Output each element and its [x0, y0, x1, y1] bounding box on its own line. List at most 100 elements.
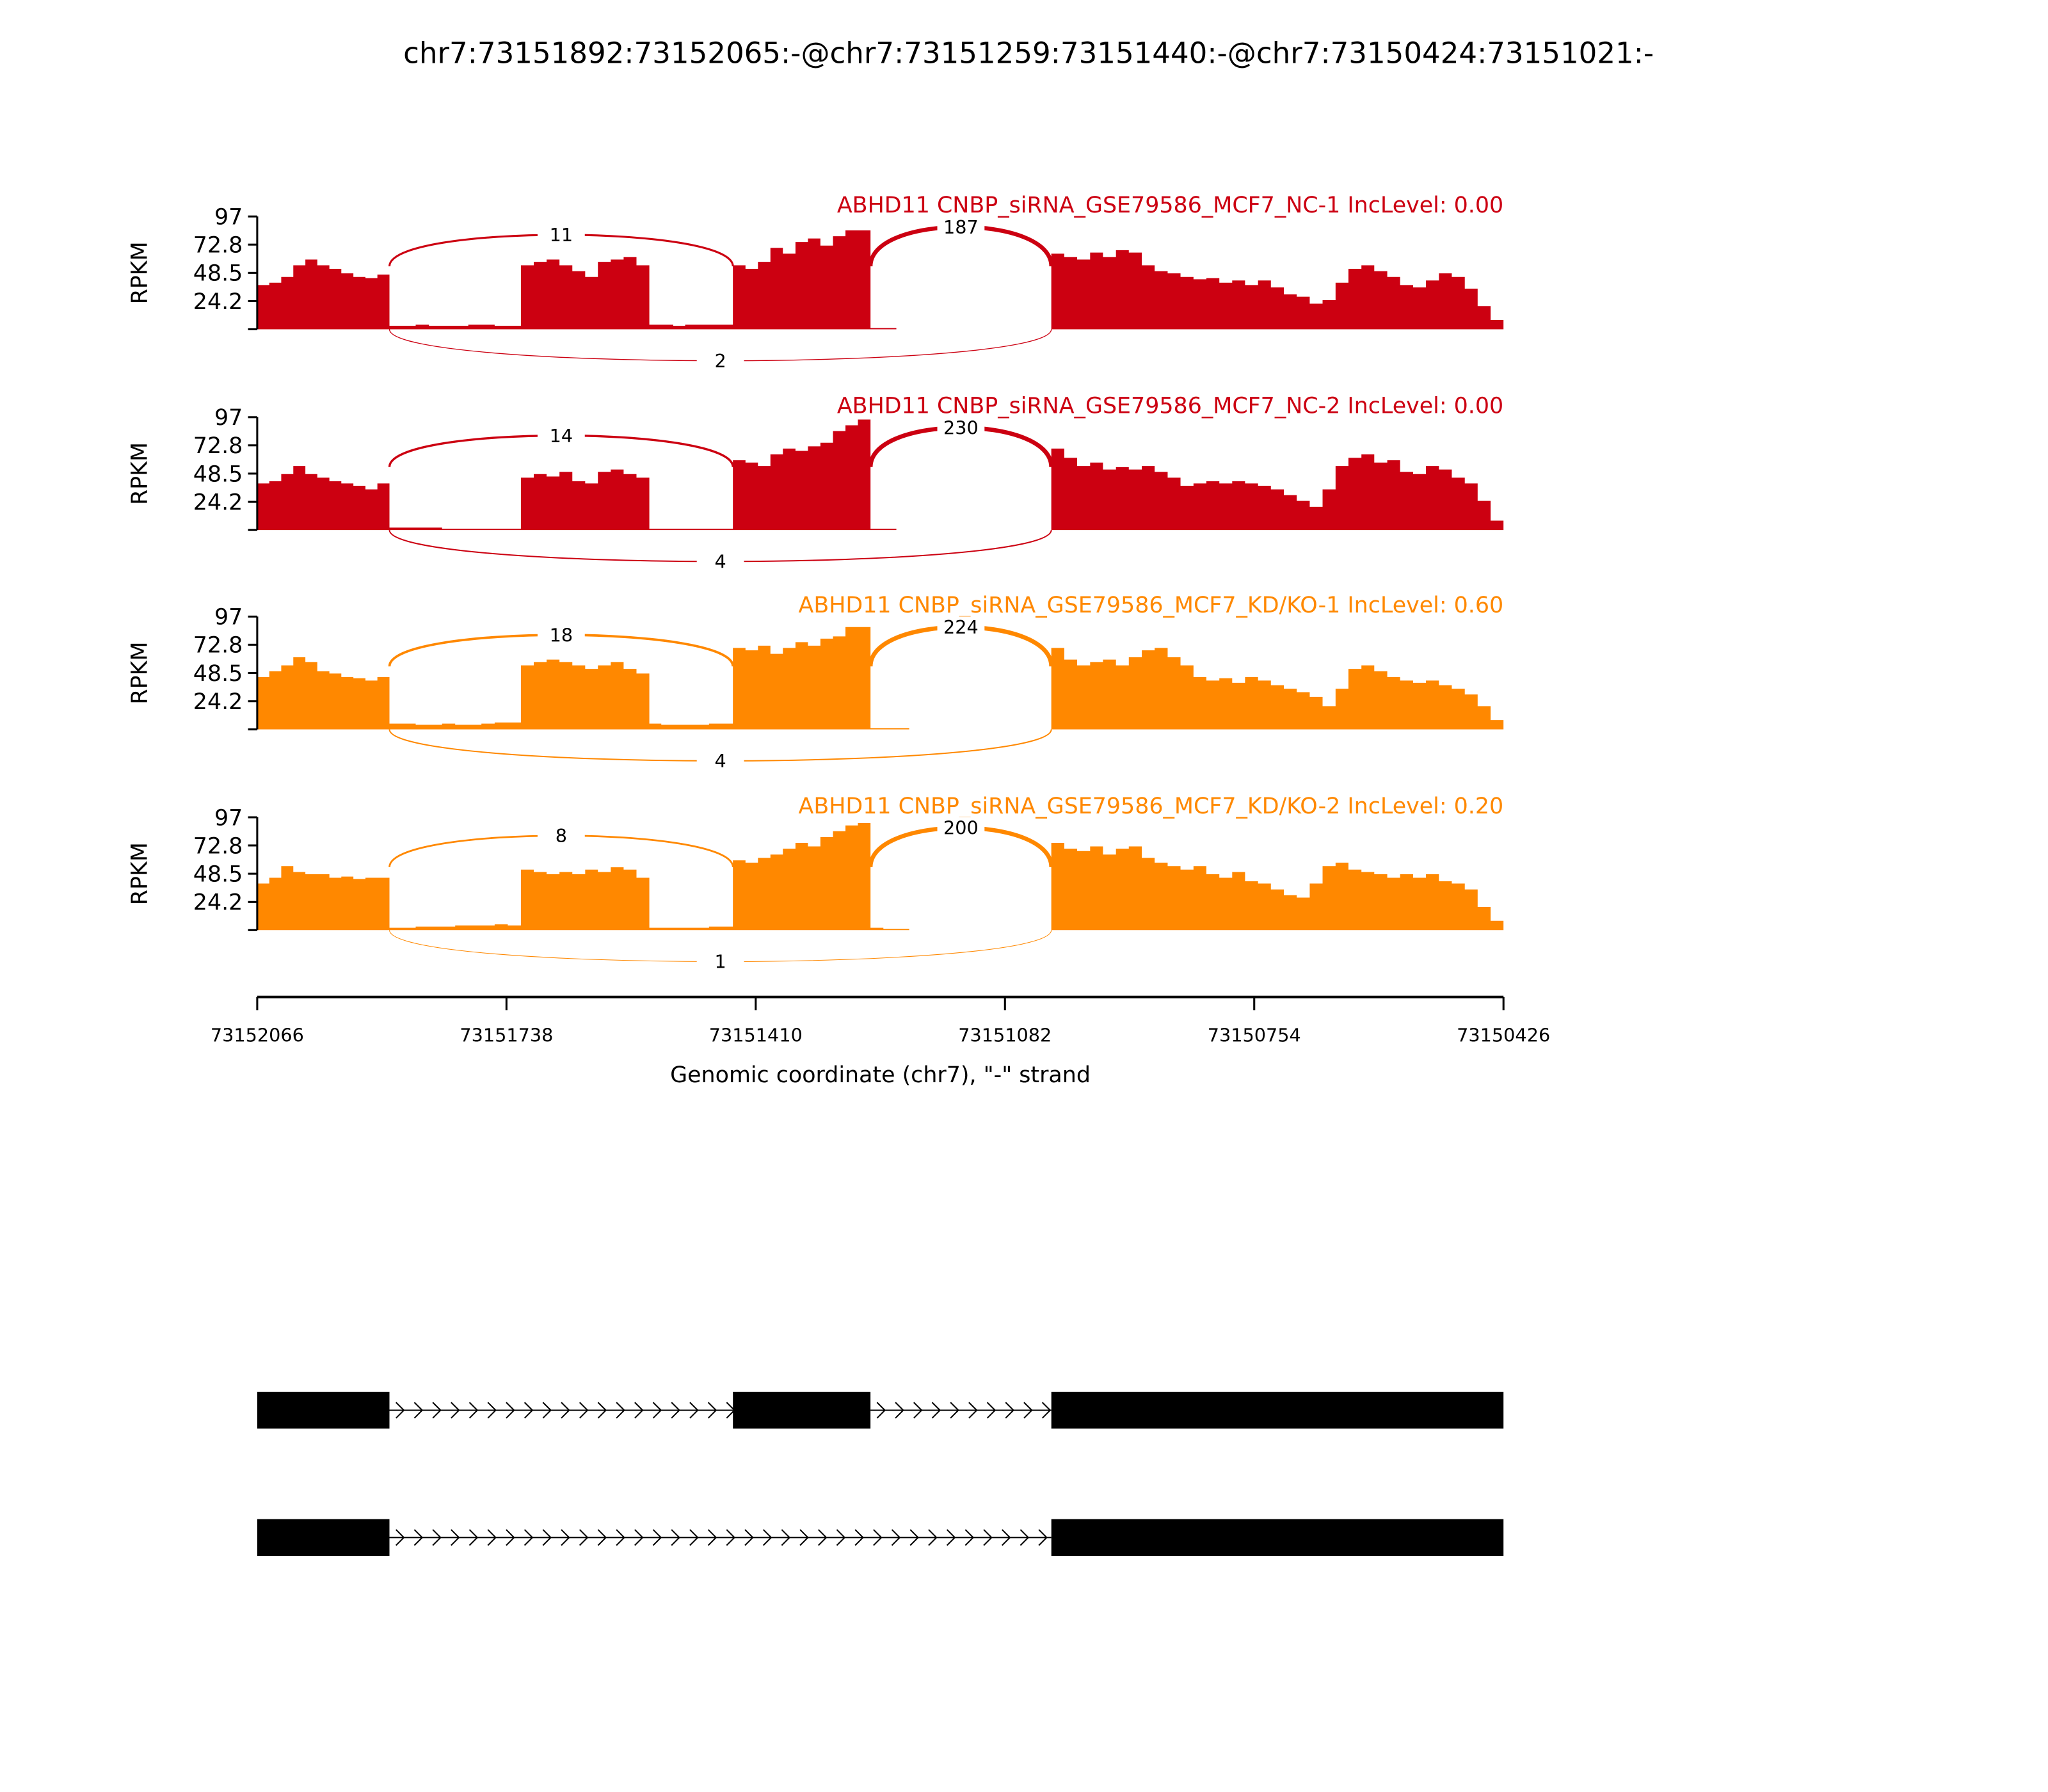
exon-block	[257, 1391, 390, 1429]
coverage-area	[257, 823, 1504, 931]
strand-arrow-icon	[913, 1402, 923, 1419]
strand-arrow-icon	[597, 1402, 607, 1419]
y-tick-label: 48.5	[193, 261, 243, 287]
gene-models	[257, 1391, 1504, 1556]
junction-label-bg	[937, 616, 985, 638]
strand-arrow-icon	[1038, 1529, 1048, 1546]
strand-arrow-icon	[1041, 1402, 1052, 1419]
track-title: ABHD11 CNBP_siRNA_GSE79586_MCF7_NC-2 Inc…	[837, 394, 1503, 419]
strand-arrow-icon	[634, 1529, 644, 1546]
strand-arrow-icon	[616, 1402, 625, 1419]
junction-label-bg	[696, 750, 744, 772]
strand-arrow-icon	[396, 1529, 405, 1546]
junction-label-bg	[937, 216, 985, 238]
y-tick-label: 24.2	[193, 689, 243, 715]
x-tick-label: 73150426	[1457, 1025, 1550, 1046]
strand-arrow-icon	[950, 1402, 959, 1419]
strand-arrow-icon	[561, 1402, 570, 1419]
strand-arrow-icon	[542, 1529, 552, 1546]
x-tick-label: 73152066	[211, 1025, 304, 1046]
junction-label-bg	[937, 417, 985, 438]
exon-block	[1051, 1519, 1504, 1556]
strand-arrow-icon	[652, 1529, 662, 1546]
track-title: ABHD11 CNBP_siRNA_GSE79586_MCF7_KD/KO-1 …	[799, 593, 1504, 618]
strand-arrow-icon	[542, 1402, 552, 1419]
strand-arrow-icon	[487, 1402, 497, 1419]
strand-arrow-icon	[396, 1402, 405, 1419]
coverage-area	[257, 419, 1504, 531]
y-tick-label: 97	[214, 205, 243, 230]
strand-arrow-icon	[506, 1402, 515, 1419]
strand-arrow-icon	[671, 1402, 680, 1419]
strand-arrow-icon	[579, 1529, 589, 1546]
strand-arrow-icon	[1002, 1529, 1011, 1546]
track-title: ABHD11 CNBP_siRNA_GSE79586_MCF7_KD/KO-2 …	[799, 794, 1504, 819]
y-tick-label: 97	[214, 805, 243, 831]
strand-arrow-icon	[968, 1402, 978, 1419]
junction-label-bg	[537, 624, 585, 646]
y-tick-label: 24.2	[193, 490, 243, 515]
x-axis-label: Genomic coordinate (chr7), "-" strand	[670, 1062, 1091, 1088]
strand-arrow-icon	[634, 1402, 644, 1419]
strand-arrow-icon	[895, 1402, 904, 1419]
chart-title: chr7:73151892:73152065:-@chr7:73151259:7…	[403, 36, 1654, 70]
y-tick-label: 72.8	[193, 633, 243, 659]
strand-arrow-icon	[836, 1529, 846, 1546]
strand-arrow-icon	[1005, 1402, 1014, 1419]
y-tick-label: 97	[214, 605, 243, 630]
junction-count-label: 8	[556, 825, 567, 847]
y-axis-label: RPKM	[127, 442, 153, 505]
junction-label-bg	[696, 350, 744, 372]
y-axis-label: RPKM	[127, 641, 153, 704]
junction-count-label: 4	[714, 551, 726, 573]
strand-arrow-icon	[818, 1529, 828, 1546]
junction-count-label: 18	[550, 624, 573, 646]
strand-arrow-icon	[891, 1529, 901, 1546]
strand-arrow-icon	[946, 1529, 956, 1546]
junction-count-label: 14	[550, 425, 573, 447]
strand-arrow-icon	[561, 1529, 570, 1546]
strand-arrow-icon	[986, 1402, 996, 1419]
junction-label-bg	[537, 224, 585, 246]
y-tick-label: 24.2	[193, 890, 243, 916]
strand-arrow-icon	[487, 1529, 497, 1546]
junction-count-label: 11	[550, 224, 573, 246]
strand-arrow-icon	[616, 1529, 625, 1546]
strand-arrow-icon	[876, 1402, 886, 1419]
junction-label-bg	[937, 817, 985, 838]
junction-label-bg	[537, 425, 585, 446]
junction-count-label: 224	[943, 616, 979, 638]
transcript-model	[257, 1391, 1504, 1429]
strand-arrow-icon	[597, 1529, 607, 1546]
junction-count-label: 187	[943, 216, 979, 238]
strand-arrow-icon	[413, 1529, 424, 1546]
junction-count-label: 230	[943, 417, 979, 438]
strand-arrow-icon	[689, 1402, 699, 1419]
strand-arrow-icon	[762, 1529, 772, 1546]
strand-arrow-icon	[524, 1402, 534, 1419]
y-tick-label: 97	[214, 405, 243, 431]
track-title: ABHD11 CNBP_siRNA_GSE79586_MCF7_NC-1 Inc…	[837, 193, 1503, 218]
strand-arrow-icon	[873, 1529, 883, 1546]
y-tick-label: 72.8	[193, 433, 243, 459]
y-tick-label: 24.2	[193, 289, 243, 315]
x-tick-label: 73151738	[460, 1025, 553, 1046]
x-tick-label: 73151082	[958, 1025, 1052, 1046]
strand-arrow-icon	[432, 1402, 442, 1419]
strand-arrow-icon	[524, 1529, 534, 1546]
x-axis: 73152066 73151738 73151410 73151082 73150754…	[211, 995, 1550, 1046]
coverage-track: ABHD11 CNBP_siRNA_GSE79586_MCF7_KD/KO-1 …	[127, 593, 1504, 772]
y-tick-label: 48.5	[193, 461, 243, 487]
strand-arrow-icon	[689, 1529, 699, 1546]
junction-label-bg	[537, 825, 585, 847]
junction-count-label: 2	[714, 350, 726, 372]
strand-arrow-icon	[1020, 1529, 1030, 1546]
strand-arrow-icon	[909, 1529, 920, 1546]
coverage-track: ABHD11 CNBP_siRNA_GSE79586_MCF7_NC-2 Inc…	[127, 394, 1504, 573]
strand-arrow-icon	[931, 1402, 941, 1419]
strand-arrow-icon	[726, 1529, 736, 1546]
strand-arrow-icon	[413, 1402, 424, 1419]
strand-arrow-icon	[799, 1529, 809, 1546]
strand-arrow-icon	[652, 1402, 662, 1419]
